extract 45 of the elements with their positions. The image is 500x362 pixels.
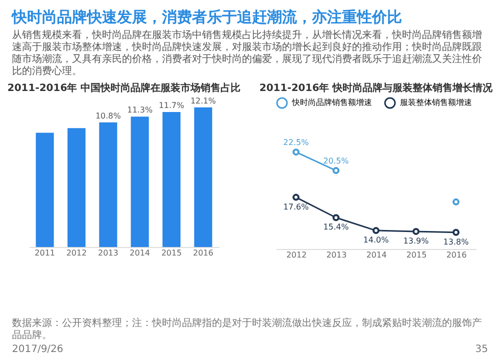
- data-label: 20.5%: [323, 156, 350, 166]
- bar: [162, 112, 180, 247]
- x-tick-label: 2014: [130, 248, 150, 258]
- x-tick-label: 2011: [34, 248, 56, 258]
- point: [452, 228, 460, 236]
- legend-label: 服装整体销售额增速: [400, 98, 472, 107]
- text: 快时尚品牌快速发展，消费者乐于追赶潮流，亦注重性价比: [12, 8, 403, 27]
- data-label: 10.8%: [95, 111, 122, 120]
- point: [372, 227, 380, 234]
- x-tick-label: 2015: [161, 248, 182, 258]
- data-label: 11.3%: [127, 106, 153, 115]
- text: 35: [475, 344, 488, 356]
- data-label: 22.5%: [283, 138, 310, 148]
- data-label: 17.6%: [283, 202, 310, 212]
- bar: [194, 107, 212, 247]
- x-tick-label: 2012: [66, 248, 87, 258]
- data-label: 11.7%: [158, 101, 185, 110]
- bar: [130, 116, 149, 247]
- point: [412, 228, 420, 235]
- x-tick-label: 2016: [192, 248, 214, 258]
- text: 2017/9/26: [12, 344, 64, 356]
- chart-title: 2011-2016年 中国快时尚品牌在服装市场销售占比: [7, 82, 241, 94]
- data-label: 13.9%: [403, 236, 430, 246]
- x-tick-label: 2015: [406, 250, 427, 260]
- point: [452, 198, 460, 206]
- source-note: 数据来源：公开资料整理；注：快时尚品牌指的是对于时装潮流做出快速反应，制成紧贴时装潮流的服饰产品品牌。: [12, 318, 483, 342]
- data-label: 14.0%: [363, 236, 390, 245]
- chart-title: 2011-2016年 快时尚品牌与服装整体销售增长情况: [259, 82, 494, 94]
- legend-label: 快时尚品牌销售额增速: [291, 98, 372, 107]
- x-tick-label: 2016: [446, 250, 467, 260]
- point: [292, 148, 300, 156]
- data-label: 15.4%: [323, 222, 350, 232]
- x-tick-label: 2013: [326, 250, 347, 260]
- bar: [36, 132, 54, 247]
- x-tick-label: 2014: [366, 250, 387, 260]
- point: [292, 194, 300, 201]
- point: [332, 167, 340, 174]
- x-tick-label: 2013: [98, 248, 118, 258]
- bar: [99, 122, 118, 247]
- data-label: 13.8%: [443, 237, 470, 246]
- point: [332, 214, 340, 222]
- bar: [68, 128, 86, 247]
- x-tick-label: 2012: [286, 250, 307, 260]
- text: 从销售规模来看，快时尚品牌在服装市场中销售规模占比持续提升，从增长情况来看，快时尚品牌销售额增速高于服装市场整体增速，快时尚品牌快速发展，对服装市场的增长起到良好的推动作用；快时尚品牌既跟随市场潮流，又具有亲民的价格，消费者对于快时尚的偏爱，展现了现代消费者既乐于追赶潮流又关注性价比的消费心理。: [12, 30, 483, 78]
- data-label: 12.1%: [190, 96, 216, 106]
